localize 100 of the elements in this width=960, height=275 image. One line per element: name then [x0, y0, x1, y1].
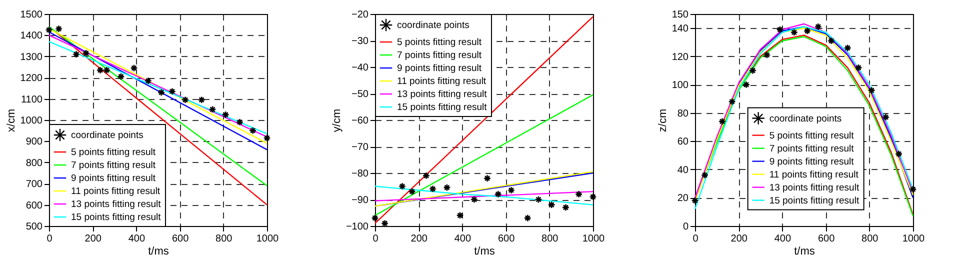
point [443, 184, 451, 192]
x-tick-label: 1000 [582, 234, 606, 244]
legend-label: 13 points fitting result [397, 89, 488, 100]
point [117, 72, 125, 80]
y-tick-label: −80 [352, 168, 369, 180]
y-tick-label: 1200 [20, 73, 43, 84]
legend-label: coordinate points [397, 20, 470, 31]
point [844, 44, 852, 52]
point [742, 80, 750, 88]
point [181, 96, 190, 104]
x-tick-label: 0 [372, 234, 379, 244]
point [494, 190, 502, 198]
y-tick-label: −40 [352, 62, 369, 74]
x-tick-label: 800 [216, 234, 233, 244]
point [198, 96, 206, 104]
point [909, 185, 917, 194]
legend-label: 7 points fitting result [397, 50, 482, 61]
point [748, 66, 757, 74]
x-tick-label: 200 [410, 234, 428, 244]
x-tick-label: 600 [172, 234, 190, 244]
legend-label: 5 points fitting result [71, 147, 156, 158]
y-tick-label: 600 [26, 200, 43, 212]
point [691, 196, 699, 204]
y-tick-label: 100 [672, 80, 689, 92]
point [524, 214, 532, 222]
legend-label: 15 points fitting result [397, 102, 488, 113]
y-tick-label: −50 [352, 89, 369, 100]
point [507, 186, 516, 194]
y-tick-label: 700 [26, 179, 43, 190]
point [882, 113, 890, 121]
point [776, 26, 784, 34]
y-tick-label: 800 [26, 158, 43, 169]
y-axis-title: y/cm [330, 108, 343, 132]
x-tick-label: 0 [46, 234, 53, 244]
point [589, 193, 597, 201]
point [263, 134, 271, 142]
point [803, 27, 812, 35]
y-tick-label: 1000 [20, 116, 43, 126]
point [249, 126, 257, 134]
x-tick-label: 600 [818, 234, 836, 244]
x-axis-title: t/ms [148, 246, 170, 258]
point [45, 26, 53, 34]
y-axis-title: z/cm [656, 108, 669, 132]
x-axis-title: t/ms [794, 246, 816, 258]
point [868, 86, 876, 94]
legend-label: 5 points fitting result [397, 37, 482, 48]
line-series [374, 186, 594, 206]
point [157, 88, 166, 96]
x-tick-label: 0 [692, 234, 699, 244]
y-tick-label: 60 [677, 136, 689, 148]
point [208, 106, 216, 114]
point [701, 171, 709, 179]
point [398, 182, 406, 190]
point [718, 118, 726, 126]
legend-label: 11 points fitting result [397, 76, 486, 87]
y-tick-label: 150 [672, 10, 689, 20]
point [456, 212, 464, 220]
x-tick-label: 1000 [902, 234, 926, 244]
point [130, 64, 138, 72]
y-tick-label: 140 [672, 24, 689, 35]
y-tick-label: −30 [352, 36, 369, 47]
legend-label: 7 points fitting result [769, 143, 854, 154]
x-tick-label: 400 [774, 234, 792, 244]
y-tick-label: −60 [352, 116, 369, 126]
legend-label: 7 points fitting result [71, 160, 156, 171]
x-axis-title: t/ms [474, 246, 496, 258]
point [895, 150, 903, 158]
y-tick-label: 500 [26, 222, 43, 232]
legend-label: 9 points fitting result [71, 173, 156, 184]
legend-label: 15 points fitting result [71, 212, 162, 223]
point [55, 25, 63, 33]
point [236, 118, 244, 126]
x-tick-label: 800 [862, 234, 879, 244]
point [428, 185, 437, 193]
point [827, 37, 836, 45]
y-tick-label: −70 [352, 142, 369, 153]
point [548, 200, 556, 209]
y-tick-label: 40 [677, 164, 689, 176]
y-tick-label: 1100 [20, 94, 43, 106]
x-tick-label: 800 [542, 234, 559, 244]
point [422, 172, 430, 180]
y-tick-label: 0 [682, 222, 689, 232]
point [790, 28, 798, 36]
legend-label: coordinate points [71, 130, 144, 141]
legend-label: 9 points fitting result [769, 156, 854, 168]
point [72, 50, 80, 58]
point [534, 196, 542, 204]
point [222, 110, 230, 119]
x-tick-label: 600 [498, 234, 516, 244]
legend-label: 11 points fitting result [71, 186, 160, 197]
x-tick-label: 1000 [256, 234, 280, 244]
y-tick-label: 20 [677, 193, 689, 204]
y-tick-label: 900 [26, 136, 43, 148]
point [470, 196, 478, 204]
point [168, 88, 176, 96]
legend-label: coordinate points [769, 113, 842, 124]
point [408, 188, 416, 196]
y-tick-label: 1300 [20, 52, 43, 63]
point [82, 49, 90, 58]
legend-label: 15 points fitting result [769, 195, 860, 206]
